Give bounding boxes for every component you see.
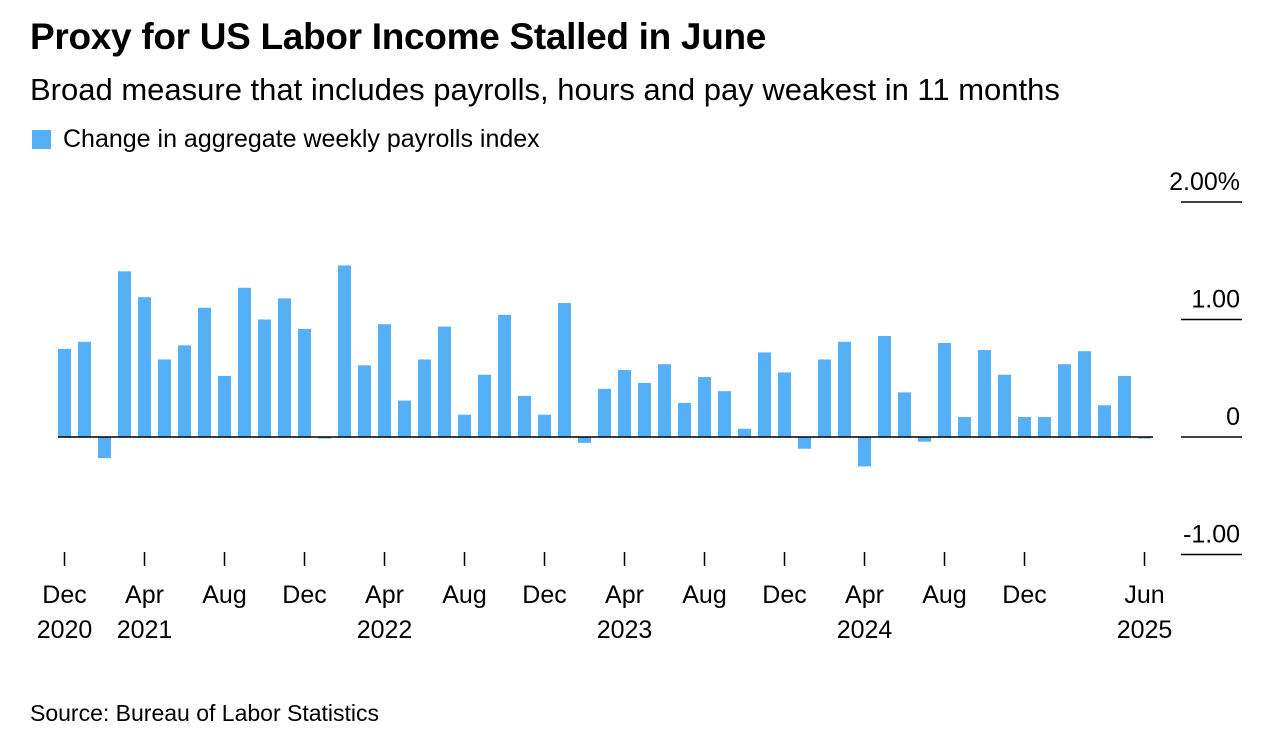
bar-2024-08 (938, 343, 951, 437)
bar-2025-01 (1038, 417, 1051, 437)
bar-2021-05 (158, 359, 171, 437)
bar-2022-03 (358, 365, 371, 437)
x-tick-label: Dec (42, 581, 86, 609)
bar-2021-12 (298, 328, 311, 437)
bar-2024-07 (918, 437, 931, 442)
bars-group (58, 265, 1151, 467)
bar-2023-01 (558, 303, 571, 437)
bar-2023-06 (658, 364, 671, 437)
bar-2021-03 (118, 271, 131, 437)
x-tick-year-label: 2023 (597, 616, 653, 644)
x-tick-label: Dec (762, 581, 806, 609)
chart-subtitle: Broad measure that includes payrolls, ho… (30, 72, 1060, 107)
bar-2024-02 (818, 359, 831, 437)
x-tick-label: Apr (365, 581, 404, 609)
axis-group: 2.00% 1.00 0 -1.00 Dec 2020 Apr 2021 Aug Dec Apr 20… (37, 168, 1242, 644)
bar-2022-10 (498, 314, 511, 437)
bar-2025-03 (1078, 351, 1091, 437)
x-tick-year-label: 2021 (117, 616, 173, 644)
bar-2024-12 (1018, 417, 1031, 437)
x-tick-label: Dec (282, 581, 326, 609)
bar-2022-09 (478, 374, 491, 437)
bar-2022-05 (398, 400, 411, 437)
x-tick-year-label: 2024 (837, 616, 893, 644)
bar-2024-05 (878, 335, 891, 437)
bar-2022-08 (458, 414, 471, 437)
y-tick-label: 0 (1226, 403, 1240, 431)
bar-2021-09 (238, 287, 251, 437)
x-tick-label: Dec (1002, 581, 1046, 609)
x-tick-label: Dec (522, 581, 566, 609)
legend-swatch (32, 130, 51, 149)
x-tick-label: Jun (1124, 581, 1164, 609)
bar-2023-08 (698, 377, 711, 437)
bar-2023-07 (678, 402, 691, 437)
bar-2024-11 (998, 374, 1011, 437)
bar-2021-01 (78, 341, 91, 437)
x-tick-label: Aug (922, 581, 966, 609)
legend: Change in aggregate weekly payrolls inde… (32, 125, 540, 154)
bar-2021-10 (258, 319, 271, 437)
y-tick-label: -1.00 (1183, 521, 1240, 549)
bar-2025-02 (1058, 364, 1071, 437)
bar-2021-07 (198, 307, 211, 437)
bar-2024-10 (978, 350, 991, 437)
x-tick-label: Apr (125, 581, 164, 609)
bar-2024-09 (958, 417, 971, 437)
bar-2024-03 (838, 341, 851, 437)
bar-2022-11 (518, 395, 531, 437)
x-tick-label: Aug (442, 581, 486, 609)
bar-2022-04 (378, 324, 391, 437)
x-tick-year-label: 2020 (37, 616, 93, 644)
x-tick-label: Apr (845, 581, 884, 609)
source-note: Source: Bureau of Labor Statistics (30, 700, 380, 726)
bar-2024-06 (898, 392, 911, 437)
bar-2023-10 (738, 428, 751, 437)
bar-2023-02 (578, 437, 591, 443)
bar-2021-06 (178, 345, 191, 437)
bar-2021-02 (98, 437, 111, 459)
bar-2021-04 (138, 297, 151, 437)
bar-2022-06 (418, 359, 431, 437)
x-tick-year-label: 2022 (357, 616, 413, 644)
bar-2023-04 (618, 370, 631, 437)
chart-title: Proxy for US Labor Income Stalled in Jun… (30, 16, 767, 57)
y-tick-label: 2.00% (1169, 168, 1240, 196)
bar-chart: 2.00% 1.00 0 -1.00 Dec 2020 Apr 2021 Aug Dec Apr 20… (37, 168, 1242, 644)
bar-2022-02 (338, 265, 351, 437)
y-tick-label: 1.00 (1191, 286, 1240, 314)
bar-2020-12 (58, 348, 71, 437)
bar-2023-12 (778, 372, 791, 437)
bar-2024-04 (858, 437, 871, 467)
bar-2023-05 (638, 382, 651, 437)
bar-2025-05 (1118, 375, 1131, 437)
bar-2022-07 (438, 326, 451, 437)
legend-label: Change in aggregate weekly payrolls inde… (63, 125, 540, 153)
bar-2025-04 (1098, 405, 1111, 437)
bar-2021-08 (218, 375, 231, 437)
x-tick-label: Aug (202, 581, 246, 609)
bar-2022-12 (538, 414, 551, 437)
bar-2024-01 (798, 437, 811, 449)
bar-2021-11 (278, 298, 291, 437)
bar-2023-03 (598, 388, 611, 437)
x-tick-year-label: 2025 (1117, 616, 1173, 644)
x-tick-label: Aug (682, 581, 726, 609)
bar-2023-09 (718, 391, 731, 437)
x-tick-label: Apr (605, 581, 644, 609)
bar-2023-11 (758, 352, 771, 437)
